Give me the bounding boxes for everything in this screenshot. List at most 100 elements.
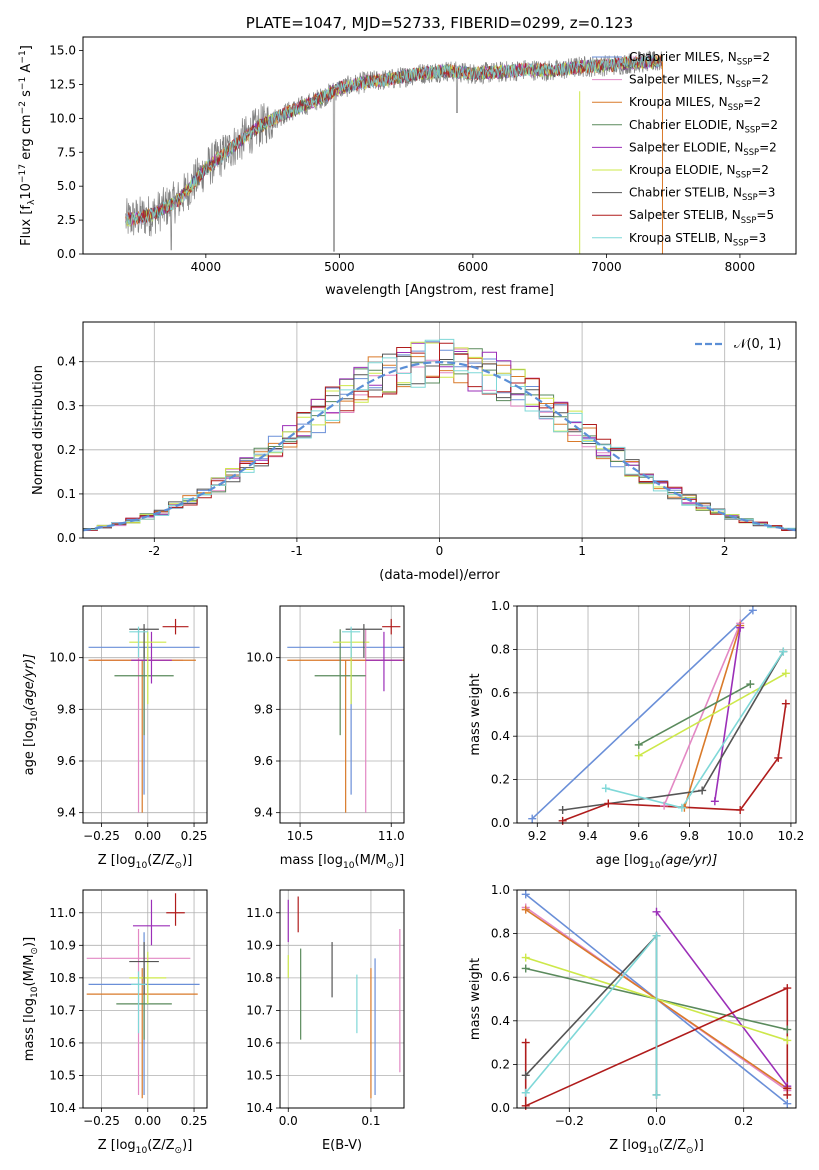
x-tick-label: 11.0 (378, 829, 405, 843)
y-tick-label: 0.0 (491, 816, 510, 830)
x-axis-label-part: (Z/Z (147, 853, 174, 868)
y-tick-label: 1.0 (491, 883, 510, 897)
weight-marker (783, 1025, 792, 1034)
x-tick-label: −0.2 (555, 1114, 584, 1128)
y-tick-label: 9.6 (57, 754, 76, 768)
y-tick-label: 0.4 (57, 355, 76, 369)
x-axis-label: age [log10(age/yr)] (596, 853, 718, 871)
x-axis-label-part: (Z/Z (659, 1138, 686, 1153)
weight-marker (748, 606, 757, 615)
legend-label-part: SSP (736, 79, 752, 89)
x-axis-label-part: )] (182, 853, 192, 868)
weight-marker (736, 805, 745, 814)
age-vs-mass-axes: 10.5 11.0 9.4 9.6 9.8 10.0 (246, 605, 405, 843)
weight-marker (652, 907, 661, 916)
legend-label-part: Kroupa MILES, N (629, 95, 728, 109)
y-tick-label: 10.6 (246, 1036, 273, 1050)
y-tick-label: 0.2 (57, 443, 76, 457)
legend-label-part: =2 (752, 50, 770, 64)
weight-marker (521, 953, 530, 962)
x-tick-label: 1 (578, 544, 586, 558)
x-tick-label: 10.5 (287, 829, 314, 843)
x-axis-label-part: 10 (343, 861, 355, 871)
model-spectrum (125, 54, 663, 226)
legend-label-part: Salpeter STELIB, N (629, 208, 741, 222)
legend-label-part: SSP (733, 237, 749, 247)
legend-label-part: SSP (742, 192, 758, 202)
weight-marker (601, 784, 610, 793)
x-tick-label: −0.25 (83, 829, 120, 843)
x-tick-label: -1 (291, 544, 303, 558)
spectrum-axes: 4000 5000 6000 7000 8000 0.0 2.5 5.0 7.5 10.0 12.5… (49, 36, 797, 274)
legend-label-part: SSP (745, 124, 761, 134)
y-axis-label-part: age [log (22, 722, 37, 775)
weight-line (714, 627, 741, 802)
y-tick-label: 2.5 (57, 213, 76, 227)
x-axis-label-part: 10 (136, 1146, 148, 1156)
legend-label-part: Kroupa STELIB, N (629, 231, 733, 245)
x-axis-label-part: mass [log (280, 853, 343, 868)
x-axis-label-part: (age/yr)] (660, 853, 717, 868)
y-tick-label: 0.6 (491, 970, 510, 984)
x-axis-label-part: )] (182, 1138, 192, 1153)
x-tick-label: 4000 (191, 260, 222, 274)
legend-label-part: Kroupa ELODIE, N (629, 163, 736, 177)
weight-marker (746, 680, 755, 689)
x-axis-label-part: 10 (647, 1146, 659, 1156)
histogram-steps (83, 338, 796, 538)
y-axis-label-part: (age/yr)] (22, 654, 37, 711)
y-tick-label: 10.9 (246, 938, 273, 952)
weight-marker (781, 699, 790, 708)
weight-marker (604, 799, 613, 808)
legend-label: Chabrier ELODIE, NSSP=2 (629, 118, 778, 135)
legend-label-part: SSP (728, 102, 744, 112)
y-axis-label-part: ⊙ (30, 947, 40, 955)
y-tick-label: 0.8 (491, 642, 510, 656)
y-tick-label: 11.0 (49, 906, 76, 920)
weight-marker (521, 905, 530, 914)
legend-label-part: SSP (737, 57, 753, 67)
age-vs-z-axes-frame (82, 605, 208, 824)
x-tick-label: 6000 (458, 260, 489, 274)
y-axis-label: mass weight (468, 958, 483, 1040)
y-tick-label: 10.7 (246, 1003, 273, 1017)
y-tick-label: 0.2 (491, 773, 510, 787)
weight-vs-z-axes: −0.2 0.0 0.2 0.0 0.2 0.4 0.6 0.8 1.0 (491, 883, 797, 1128)
x-tick-label: 0.2 (734, 1114, 753, 1128)
x-tick-label: 7000 (591, 260, 622, 274)
weight-vs-z-axes-plot (524, 893, 789, 1108)
legend-label-part: =3 (758, 186, 776, 200)
x-tick-label: 0 (436, 544, 444, 558)
x-tick-label: 9.8 (680, 829, 699, 843)
weight-line (655, 911, 788, 1087)
y-tick-label: 10.5 (49, 1068, 76, 1082)
x-tick-label: −0.25 (83, 1114, 120, 1128)
y-tick-label: 10.8 (49, 971, 76, 985)
weight-marker (783, 1036, 792, 1045)
y-axis-label-part: 10 (19, 183, 34, 200)
x-axis-label: wavelength [Angstrom, rest frame] (325, 283, 554, 298)
x-axis-label: mass [log10(M/M⊙)] (280, 853, 404, 871)
mass-vs-ebv-axes-plot (287, 896, 401, 1099)
histogram-axes-plot (83, 338, 796, 538)
x-tick-label: 9.2 (528, 829, 547, 843)
legend-label-part: =2 (751, 163, 769, 177)
legend-label-part: SSP (736, 170, 752, 180)
age-vs-z-axes: −0.25 0.00 0.25 9.4 9.6 9.8 10.0 (49, 605, 208, 843)
y-tick-label: 10.9 (49, 938, 76, 952)
weight-marker (677, 803, 686, 812)
y-axis-label: mass [log10(M/M⊙)] (22, 937, 40, 1061)
x-tick-label: -2 (148, 544, 160, 558)
weight-marker (634, 751, 643, 760)
y-axis-label-part: )] (22, 937, 37, 947)
legend-label-part: Chabrier ELODIE, N (629, 118, 745, 132)
y-axis-label-part: −1 (18, 77, 28, 90)
y-axis-label-part: ] (19, 45, 34, 50)
legend-label: Kroupa STELIB, NSSP=3 (629, 231, 766, 248)
y-tick-label: 10.6 (49, 1036, 76, 1050)
y-tick-label: 9.8 (254, 702, 273, 716)
weight-marker (634, 740, 643, 749)
legend-label-part: SSP (741, 215, 757, 225)
weight-line (683, 625, 741, 809)
